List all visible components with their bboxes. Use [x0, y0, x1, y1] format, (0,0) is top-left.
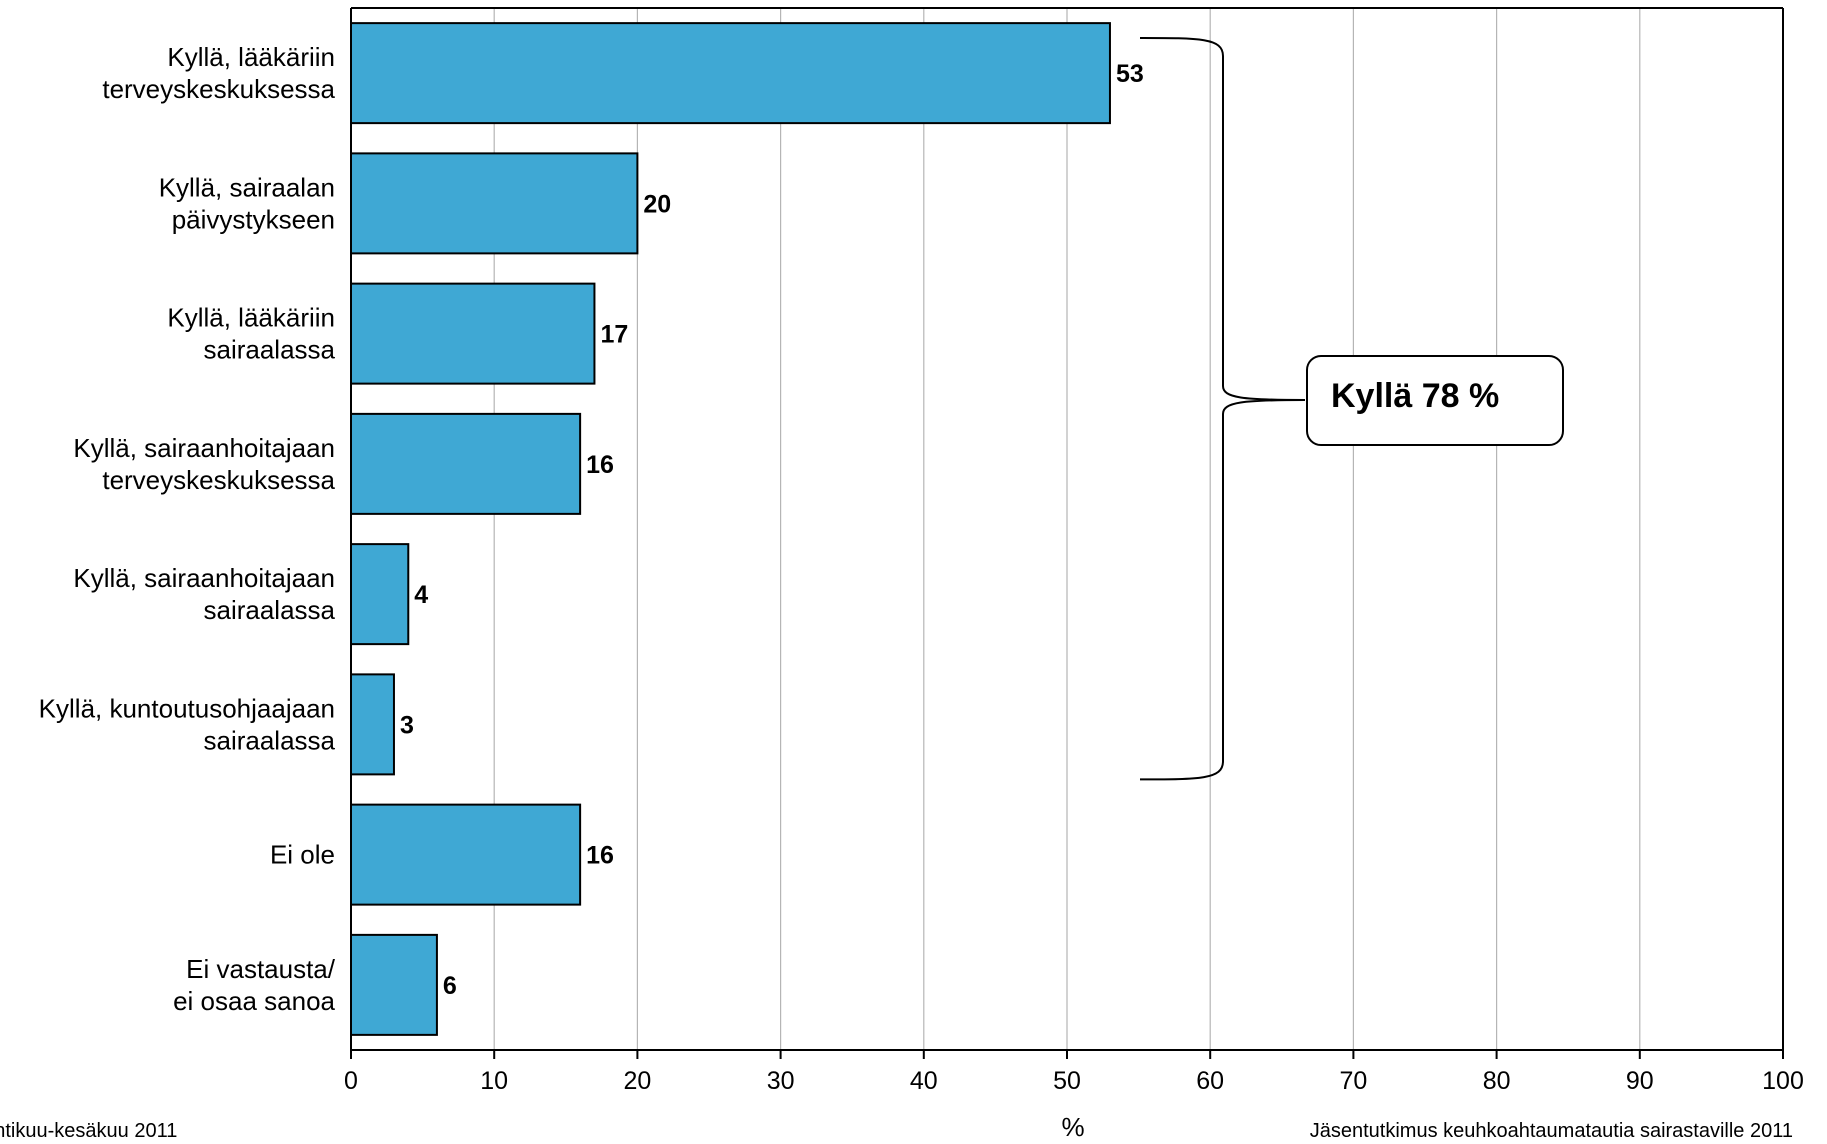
tick-label-20: 20 — [623, 1067, 651, 1095]
value-labels: 53 20 17 16 4 3 16 6 — [400, 60, 1144, 1000]
category-label-0: Kyllä, lääkäriin terveyskeskuksessa — [102, 42, 335, 104]
bar-2 — [350, 282, 596, 385]
tick-label-100: 100 — [1762, 1067, 1804, 1095]
bar-1 — [350, 152, 639, 255]
category-label-line: terveyskeskuksessa — [102, 465, 335, 495]
category-label-3: Kyllä, sairaanhoitajaan terveyskeskuksess… — [73, 433, 335, 495]
category-label-line: Kyllä, lääkäriin — [167, 303, 335, 333]
value-label-3: 16 — [586, 451, 614, 479]
bar-3 — [350, 412, 582, 515]
category-label-line: päivystykseen — [172, 204, 335, 234]
category-label-2: Kyllä, lääkäriin sairaalassa — [167, 303, 335, 365]
category-label-line: sairaalassa — [203, 595, 335, 625]
grid-lines — [493, 8, 1641, 1050]
tick-label-60: 60 — [1196, 1067, 1224, 1095]
category-labels: Kyllä, lääkäriin terveyskeskuksessaKyllä,… — [39, 42, 336, 1016]
tick-label-40: 40 — [910, 1067, 938, 1095]
footer-left: huhtikuu-kesäkuu 2011 — [0, 1120, 177, 1139]
category-label-6: Ei ole — [270, 840, 335, 870]
category-label-5: Kyllä, kuntoutusohjaajaan sairaalassa — [39, 693, 336, 755]
category-label-line: Kyllä, kuntoutusohjaajaan — [39, 693, 335, 723]
tick-label-80: 80 — [1483, 1067, 1511, 1095]
value-label-2: 17 — [600, 321, 628, 349]
category-label-line: Kyllä, sairaanhoitajaan — [73, 563, 335, 593]
footer-right: Jäsentutkimus keuhkoahtaumatautia sairas… — [1310, 1120, 1793, 1139]
bars — [350, 22, 1111, 1036]
value-label-7: 6 — [443, 972, 457, 1000]
x-axis-ticks: 0 10 20 30 40 50 60 70 80 90 100 — [344, 1050, 1804, 1095]
bar-0 — [350, 22, 1111, 125]
callout-box — [1306, 355, 1564, 446]
category-label-line: Kyllä, sairaanhoitajaan — [73, 433, 335, 463]
category-label-line: sairaalassa — [203, 725, 335, 755]
value-label-4: 4 — [414, 581, 428, 609]
callout: Kyllä 78 % — [1139, 37, 1564, 781]
category-label-line: terveyskeskuksessa — [102, 74, 335, 104]
value-label-0: 53 — [1116, 60, 1144, 88]
category-label-line: Kyllä, sairaalan — [159, 172, 335, 202]
bar-4 — [350, 543, 410, 646]
category-label-line: sairaalassa — [203, 335, 335, 365]
tick-label-0: 0 — [344, 1067, 358, 1095]
x-axis-title: % — [1061, 1112, 1084, 1139]
category-label-4: Kyllä, sairaanhoitajaan sairaalassa — [73, 563, 335, 625]
grouping-brace — [1139, 37, 1306, 781]
value-label-6: 16 — [586, 842, 614, 870]
tick-label-70: 70 — [1339, 1067, 1367, 1095]
category-label-line: Kyllä, lääkäriin — [167, 42, 335, 72]
value-label-5: 3 — [400, 711, 414, 739]
tick-label-10: 10 — [480, 1067, 508, 1095]
bar-5 — [350, 673, 395, 776]
plot-frame — [350, 7, 1784, 1054]
category-label-line: Ei vastausta/ — [186, 954, 336, 984]
category-label-7: Ei vastausta/ei osaa sanoa — [173, 954, 336, 1016]
category-label-1: Kyllä, sairaalan päivystykseen — [159, 172, 335, 234]
tick-label-90: 90 — [1626, 1067, 1654, 1095]
category-label-line: Ei ole — [270, 840, 335, 870]
callout-text: Kyllä 78 % — [1331, 377, 1499, 415]
value-label-1: 20 — [643, 190, 671, 218]
tick-label-30: 30 — [767, 1067, 795, 1095]
bar-6 — [350, 803, 582, 906]
tick-label-50: 50 — [1053, 1067, 1081, 1095]
category-label-line: ei osaa sanoa — [173, 986, 335, 1016]
bar-7 — [350, 933, 438, 1036]
